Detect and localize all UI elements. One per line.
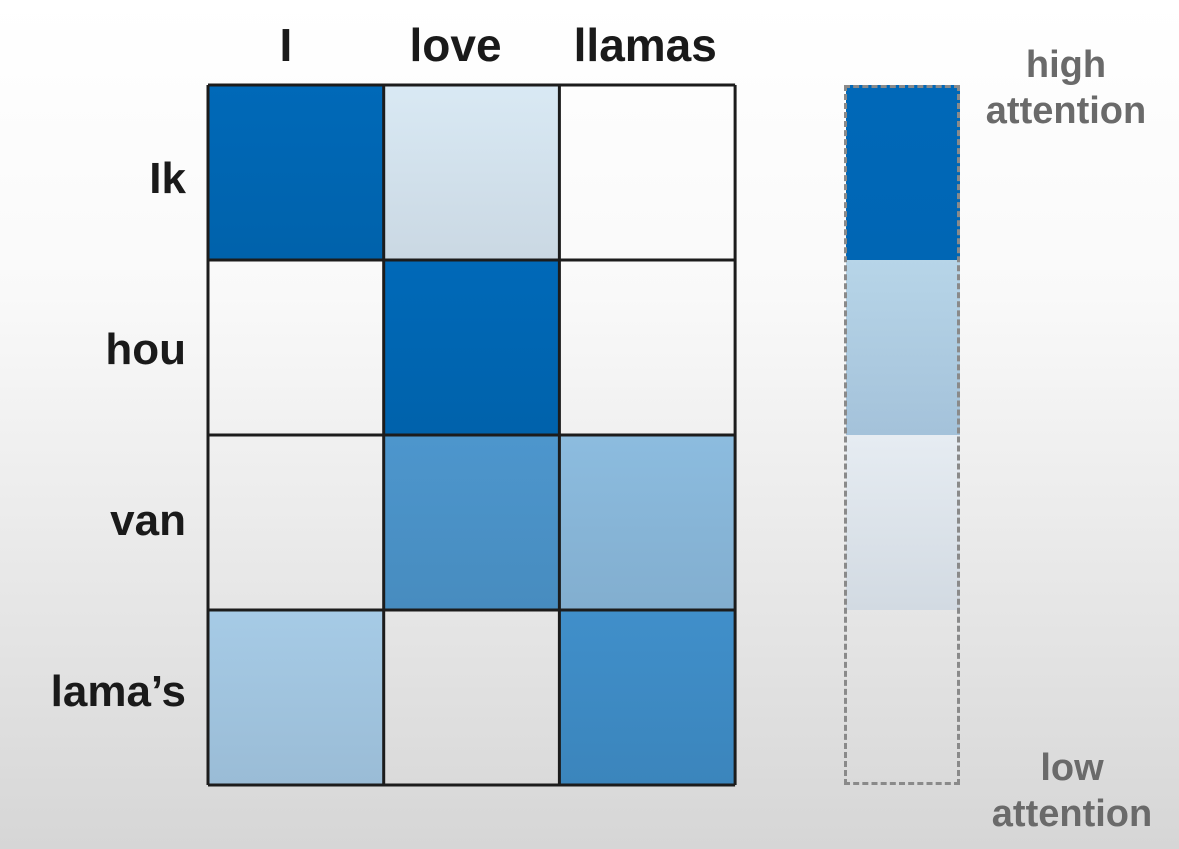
legend-low-text: low attention: [991, 747, 1153, 835]
heatmap-cell: [383, 85, 560, 260]
column-label: I: [279, 19, 293, 71]
heatmap-cell: [559, 435, 736, 610]
row-label: van: [110, 495, 186, 545]
row-label: hou: [105, 324, 186, 374]
legend-segment-medium: [846, 260, 960, 435]
row-label: lama’s: [50, 666, 186, 716]
legend-segment-none: [846, 610, 960, 785]
heatmap-cell: [208, 610, 384, 785]
column-label: llamas: [573, 19, 717, 71]
heatmap-cell: [383, 435, 560, 610]
heatmap-cell: [208, 85, 384, 260]
row-label: Ik: [149, 153, 186, 203]
legend-high-text: high attention: [985, 44, 1147, 132]
legend-frame: [844, 85, 960, 785]
legend-segment-high: [846, 85, 960, 260]
legend-high-label: high attention: [978, 42, 1154, 134]
heatmap-cell: [383, 260, 560, 435]
heatmap-cell: [559, 610, 736, 785]
legend-segment-low: [846, 435, 960, 610]
column-label: love: [409, 19, 502, 71]
legend-low-label: low attention: [984, 745, 1160, 837]
